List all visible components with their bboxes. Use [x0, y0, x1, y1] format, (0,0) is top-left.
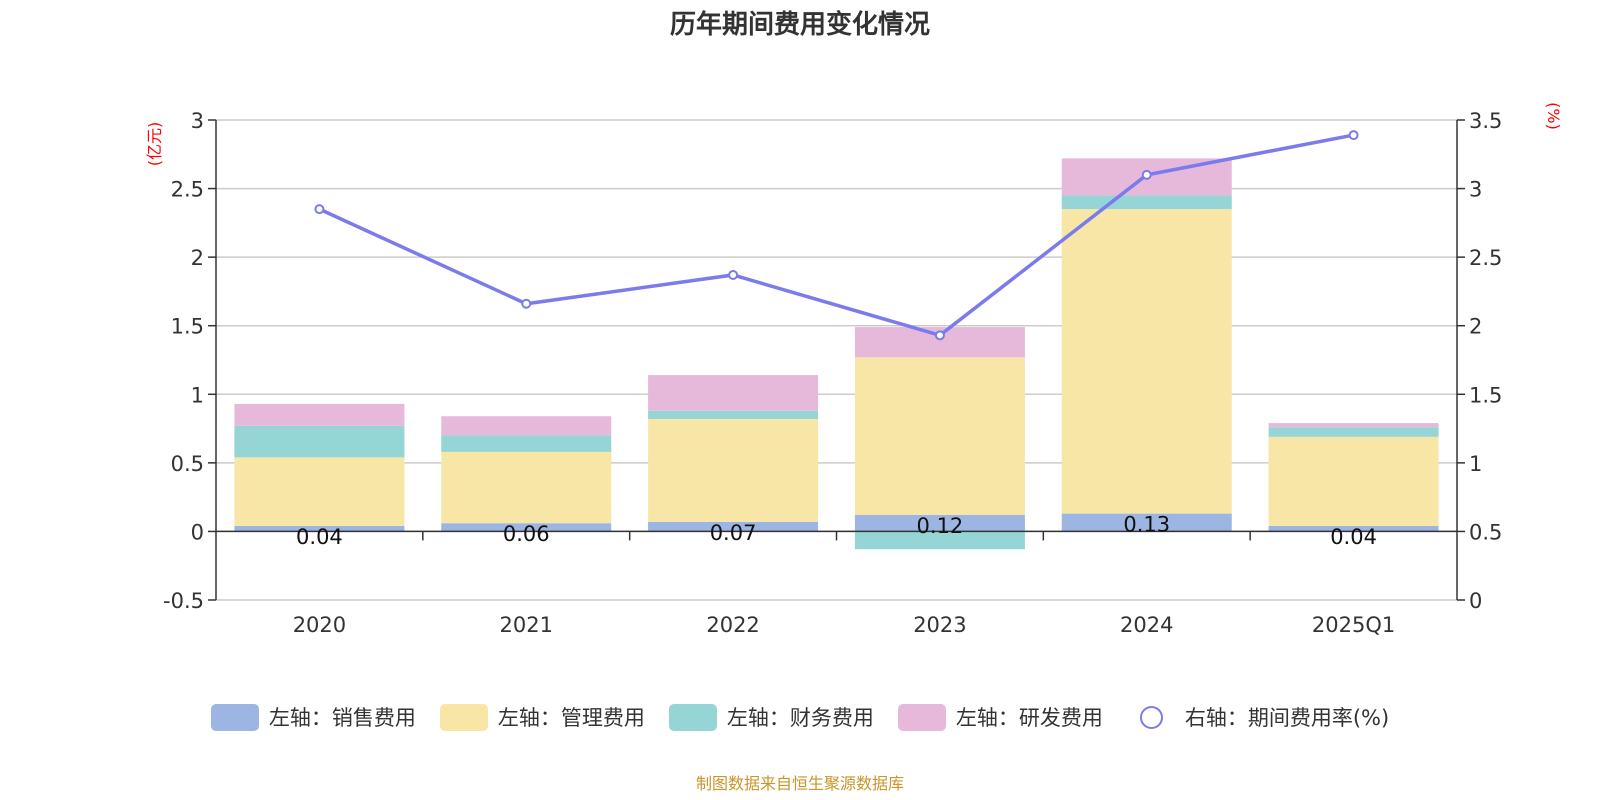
x-tick-label: 2024 [1120, 613, 1173, 637]
axes-layer: 3 2.5 2 1.5 1 0.5 0 -0.5 3.5 3 2.5 2 1.5 1 0.5 0 2020 202… [163, 109, 1502, 637]
rate-point [728, 269, 739, 280]
bar-segment [234, 525, 405, 532]
rate-line [318, 133, 1354, 338]
y-right-tick-label: 2.5 [1469, 246, 1502, 270]
x-tick-label: 2020 [293, 613, 346, 637]
chart-title: 历年期间费用变化情况 [669, 10, 930, 40]
bar-data-label: 0.04 [1330, 525, 1377, 549]
source-note: 制图数据来自恒生聚源数据库 [695, 774, 904, 793]
bar-segment [1061, 195, 1232, 210]
bar-segment [441, 435, 612, 452]
bar-segment [1268, 427, 1439, 437]
legend-label-rnd: 左轴：研发费用 [955, 706, 1103, 730]
bar-segment [1061, 513, 1232, 532]
bar-segment [648, 375, 819, 411]
bar-segment [1061, 209, 1232, 514]
y-right-tick-label: 3 [1469, 178, 1482, 202]
y-axis-right-label: (%) [1544, 102, 1563, 130]
bar-segment [854, 357, 1025, 515]
bar-data-label: 0.07 [710, 521, 757, 545]
rate-point [1348, 130, 1359, 141]
bar-data-label: 0.06 [503, 522, 550, 546]
bar-segment [441, 523, 612, 532]
legend-label-admin: 左轴：管理费用 [497, 706, 645, 730]
rate-line-layer [314, 130, 1359, 341]
bar-segment [1268, 423, 1439, 428]
bar-segment [854, 531, 1025, 550]
bar-segment [648, 521, 819, 532]
bar-segment [441, 451, 612, 524]
y-left-tick-label: 3 [191, 109, 204, 133]
bar-data-label: 0.13 [1123, 513, 1170, 537]
y-left-tick-label: 1 [191, 383, 204, 407]
legend-swatch-rate [1127, 704, 1175, 731]
bars-layer [234, 158, 1439, 550]
rate-point [934, 330, 945, 341]
legend-swatch-finance [668, 703, 717, 731]
x-tick-label: 2025Q1 [1312, 613, 1395, 637]
legend-item-admin[interactable]: 左轴：管理费用 [439, 702, 645, 732]
bar-segment [648, 410, 819, 419]
x-tick-label: 2022 [706, 613, 759, 637]
bar-segment [1268, 525, 1439, 532]
bar-segment [234, 425, 405, 458]
bar-segment [648, 418, 819, 522]
data-labels-layer: 0.04 0.06 0.07 0.12 0.13 0.04 [296, 513, 1377, 549]
legend-swatch-rnd [897, 703, 946, 731]
legend-item-rnd[interactable]: 左轴：研发费用 [897, 702, 1103, 732]
y-left-tick-label: 2.5 [171, 178, 204, 202]
legend: 左轴：销售费用 左轴：管理费用 左轴：财务费用 左轴：研发费用 右轴：期间费用率… [0, 702, 1600, 732]
y-right-tick-label: 1 [1469, 452, 1482, 476]
legend-item-sales[interactable]: 左轴：销售费用 [210, 702, 416, 732]
legend-item-rate[interactable]: 右轴：期间费用率(%) [1127, 702, 1389, 732]
y-left-tick-label: 0.5 [171, 452, 204, 476]
legend-swatch-admin [439, 703, 488, 731]
bar-segment [441, 416, 612, 436]
legend-item-finance[interactable]: 左轴：财务费用 [668, 702, 874, 732]
y-left-tick-label: 0 [191, 520, 204, 544]
legend-label-finance: 左轴：财务费用 [726, 706, 874, 730]
y-right-tick-label: 3.5 [1469, 109, 1502, 133]
y-left-tick-label: -0.5 [163, 589, 204, 613]
y-left-tick-label: 1.5 [171, 315, 204, 339]
bar-data-label: 0.12 [917, 514, 964, 538]
bar-segment [234, 457, 405, 526]
legend-label-rate: 右轴：期间费用率(%) [1184, 706, 1390, 730]
rate-point [1141, 169, 1152, 180]
y-axis-left-label: (亿元) [145, 122, 164, 167]
x-tick-label: 2021 [500, 613, 553, 637]
bar-segment [1268, 436, 1439, 526]
rate-point [314, 204, 325, 215]
y-right-tick-label: 0.5 [1469, 520, 1502, 544]
x-tick-label: 2023 [913, 613, 966, 637]
bar-segment [234, 403, 405, 426]
y-left-tick-label: 2 [191, 246, 204, 270]
rate-point [521, 298, 532, 309]
legend-label-sales: 左轴：销售费用 [268, 706, 416, 730]
legend-swatch-sales [210, 703, 259, 731]
bar-data-label: 0.04 [296, 525, 343, 549]
bar-segment [854, 514, 1025, 532]
y-right-tick-label: 1.5 [1469, 383, 1502, 407]
y-right-tick-label: 0 [1469, 589, 1482, 613]
y-right-tick-label: 2 [1469, 315, 1482, 339]
